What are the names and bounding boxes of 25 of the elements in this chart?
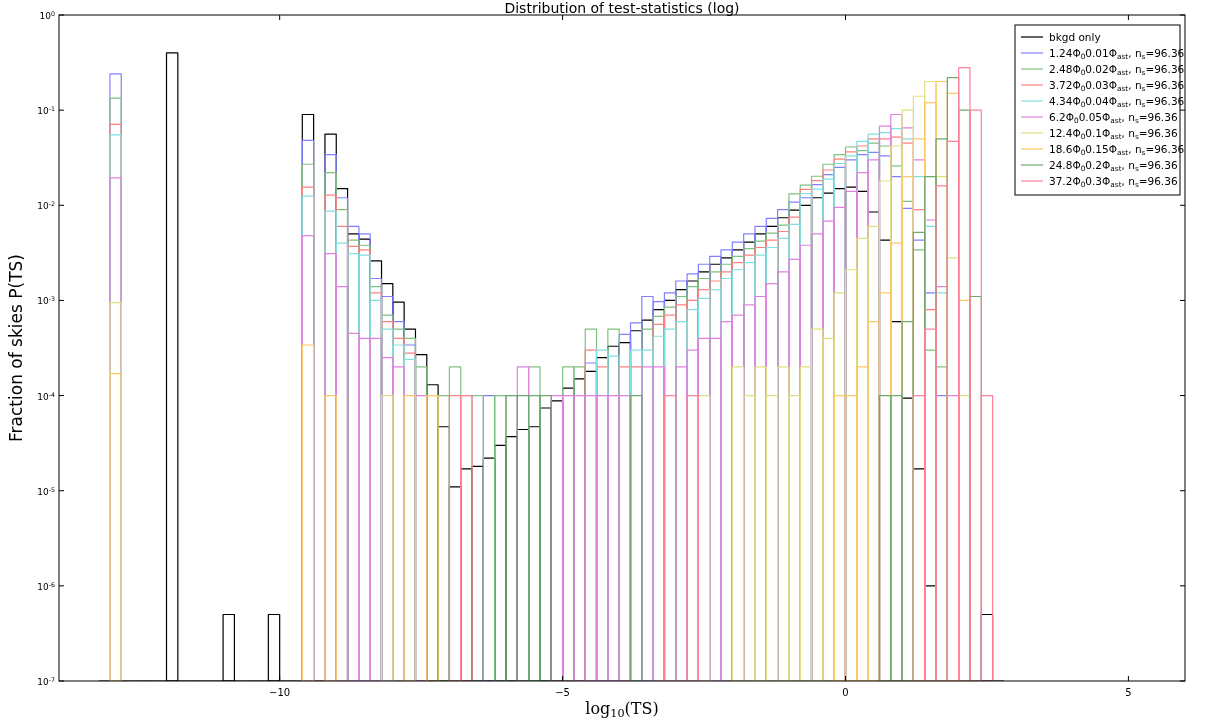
legend-label: 3.72Φ$_{0}$0.03Φ$_{ast}$, n$_{s}$=96.36 <box>1049 79 1185 93</box>
legend-label: 1.24Φ$_{0}$0.01Φ$_{ast}$, n$_{s}$=96.36 <box>1049 47 1185 61</box>
x-tick-label: −5 <box>555 687 570 698</box>
y-tick-label: 10$^{-7}$ <box>37 676 55 687</box>
x-tick-label: −10 <box>269 687 291 698</box>
legend-label: 24.8Φ$_{0}$0.2Φ$_{ast}$, n$_{s}$=96.36 <box>1049 159 1178 173</box>
y-tick-label: 10$^{-3}$ <box>37 295 55 307</box>
y-tick-label: 10$^{-1}$ <box>37 105 55 117</box>
legend-label: 2.48Φ$_{0}$0.02Φ$_{ast}$, n$_{s}$=96.36 <box>1049 63 1185 77</box>
x-tick-label: 0 <box>842 687 849 698</box>
y-tick-label: 10$^{-5}$ <box>37 486 55 497</box>
legend-label: bkgd only <box>1049 31 1101 43</box>
legend-label: 18.6Φ$_{0}$0.15Φ$_{ast}$, n$_{s}$=96.36 <box>1049 143 1185 157</box>
legend-label: 12.4Φ$_{0}$0.1Φ$_{ast}$, n$_{s}$=96.36 <box>1049 127 1178 141</box>
legend-label: 6.2Φ$_{0}$0.05Φ$_{ast}$, n$_{s}$=96.36 <box>1049 111 1178 125</box>
legend-label: 4.34Φ$_{0}$0.04Φ$_{ast}$, n$_{s}$=96.36 <box>1049 95 1185 109</box>
y-tick-label: 10$^{-4}$ <box>37 390 55 402</box>
y-tick-label: 10$^{0}$ <box>39 10 55 21</box>
y-axis-title: Fraction of skies P(TS) <box>6 254 26 442</box>
x-axis-title: log$_{10}$(TS) <box>585 699 659 720</box>
y-tick-label: 10$^{-6}$ <box>37 581 55 592</box>
chart-title: Distribution of test-statistics (log) <box>504 0 740 16</box>
x-tick-label: 5 <box>1125 687 1132 698</box>
y-tick-label: 10$^{-2}$ <box>37 200 55 212</box>
legend-label: 37.2Φ$_{0}$0.3Φ$_{ast}$, n$_{s}$=96.36 <box>1049 175 1178 189</box>
